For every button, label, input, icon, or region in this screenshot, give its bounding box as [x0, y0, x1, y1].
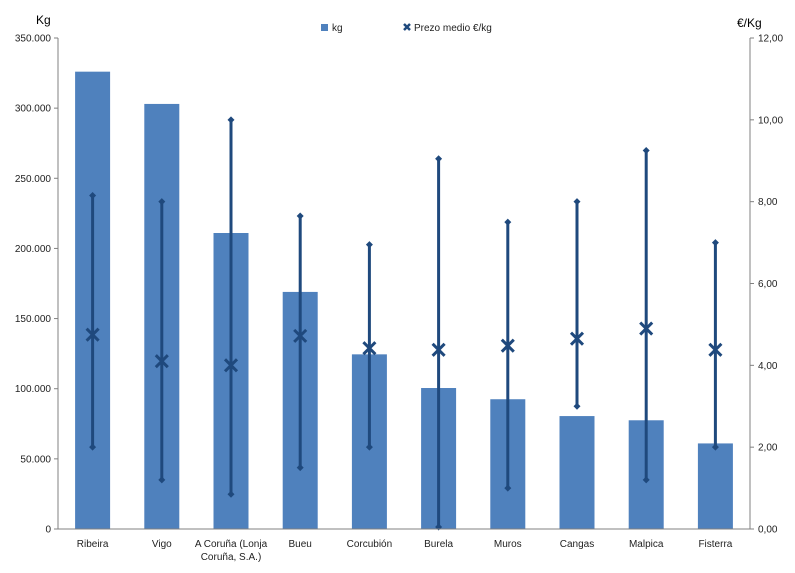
price-mean-marker: [362, 341, 377, 356]
price-mean-marker: [154, 354, 169, 369]
legend-kg-label: kg: [332, 23, 343, 34]
price-max-marker: [296, 212, 304, 220]
x-tick-label: Malpica: [629, 539, 664, 550]
legend: kg Prezo medio €/kg: [321, 23, 492, 34]
left-tick-label: 0: [45, 525, 51, 536]
x-tick-label: Corcubión: [347, 539, 393, 550]
price-min-marker: [227, 490, 235, 498]
left-y-axis: 0 50.000 100.000 150.000 200.000 250.000 300.0…: [15, 34, 59, 536]
right-tick-label: 0,00: [758, 525, 778, 536]
x-tick-label: Ribeira: [77, 539, 109, 550]
right-tick-label: 12,00: [758, 34, 783, 45]
left-tick-label: 100.000: [15, 384, 52, 395]
price-mean-marker: [708, 342, 723, 357]
x-tick-label: Fisterra: [698, 539, 732, 550]
bar: [697, 443, 733, 529]
left-tick-label: 200.000: [15, 244, 52, 255]
price-min-marker: [711, 443, 719, 451]
price-mean-marker: [569, 331, 585, 346]
x-tick-label: A Coruña (Lonja: [195, 539, 268, 550]
x-tick-label: Vigo: [152, 539, 172, 550]
price-mean-marker: [85, 327, 100, 342]
price-min-marker: [89, 443, 97, 451]
price-max-marker: [89, 192, 97, 200]
left-axis-title: Kg: [36, 13, 51, 27]
price-max-marker: [435, 155, 443, 163]
right-tick-label: 2,00: [758, 443, 778, 454]
legend-price-label: Prezo medio €/kg: [414, 23, 492, 34]
right-tick-label: 4,00: [758, 361, 778, 372]
price-max-marker: [711, 239, 719, 247]
left-tick-label: 50.000: [20, 454, 51, 465]
price-min-marker: [158, 476, 166, 484]
x-tick-label: Muros: [494, 539, 522, 550]
price-mean-marker: [500, 338, 515, 353]
right-tick-label: 8,00: [758, 197, 778, 208]
x-tick-label: Cangas: [560, 539, 594, 550]
legend-kg-swatch: [321, 24, 328, 31]
left-tick-label: 300.000: [15, 104, 52, 115]
price-max-marker: [365, 241, 373, 249]
x-tick-label: Bueu: [289, 539, 312, 550]
price-min-marker: [296, 464, 304, 472]
price-max-marker: [504, 218, 512, 226]
price-mean-marker: [223, 358, 239, 373]
price-min-marker: [573, 402, 581, 410]
price-min-marker: [642, 476, 650, 484]
price-min-marker: [365, 443, 373, 451]
legend-price-marker: [403, 23, 411, 31]
x-tick-label: Burela: [424, 539, 453, 550]
x-axis-labels: Ribeira Vigo A Coruña (Lonja Coruña, S.A.) B…: [77, 539, 733, 563]
right-y-axis: 0,00 2,00 4,00 6,00 8,00 10,00 12,00: [749, 34, 783, 536]
price-markers: [85, 321, 723, 373]
right-tick-label: 6,00: [758, 279, 778, 290]
price-range-lines: [89, 116, 719, 531]
price-min-marker: [504, 484, 512, 492]
price-max-marker: [227, 116, 235, 124]
price-mean-marker: [639, 321, 654, 336]
price-max-marker: [642, 147, 650, 155]
price-max-marker: [158, 198, 166, 206]
price-mean-marker: [431, 342, 446, 357]
left-tick-label: 150.000: [15, 314, 52, 325]
left-tick-label: 250.000: [15, 174, 52, 185]
left-tick-label: 350.000: [15, 34, 52, 45]
right-axis-title: €/Kg: [737, 16, 762, 30]
x-tick-label-line2: Coruña, S.A.): [201, 552, 262, 563]
price-mean-marker: [293, 328, 308, 343]
bar: [559, 416, 595, 529]
price-max-marker: [573, 198, 581, 206]
kg-bars: [75, 71, 733, 530]
right-tick-label: 10,00: [758, 115, 783, 126]
